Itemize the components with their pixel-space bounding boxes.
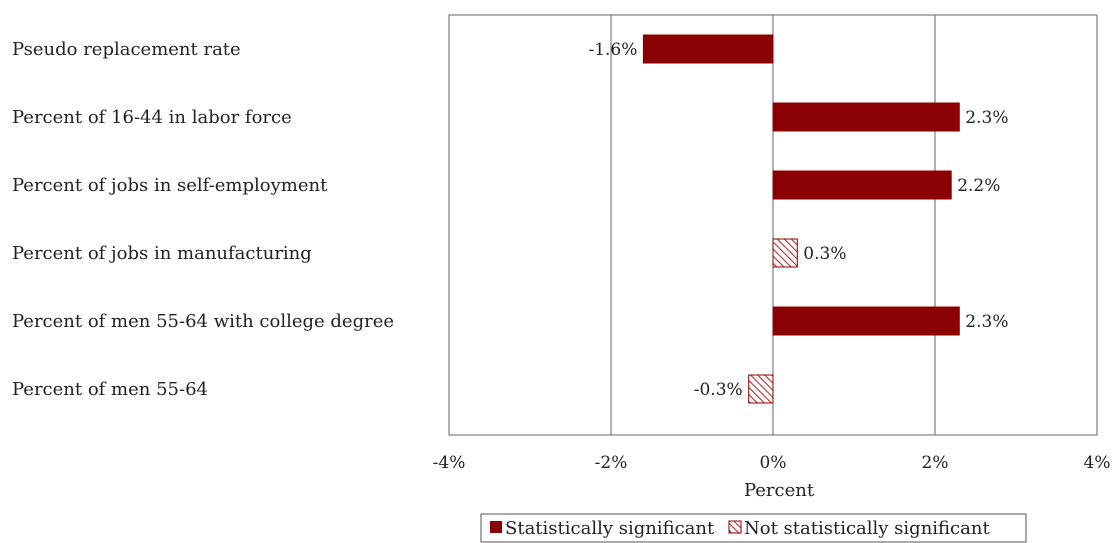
bar-not-significant <box>772 238 798 268</box>
category-label: Pseudo replacement rate <box>12 39 241 60</box>
category-label: Percent of men 55-64 with college degree <box>12 311 394 332</box>
x-tick-label: 4% <box>1084 453 1111 473</box>
bar-significant <box>772 170 952 200</box>
category-label: Percent of jobs in self-employment <box>12 175 328 196</box>
x-tick-label: 0% <box>760 453 787 473</box>
bar-significant <box>642 34 774 64</box>
data-label: 0.3% <box>803 244 846 264</box>
legend: Statistically significant Not statistica… <box>480 513 1027 543</box>
x-tick-labels: -4% -2% 0% 2% 4% <box>433 453 1111 473</box>
gridlines <box>610 15 936 435</box>
x-tick-label: -2% <box>595 453 628 473</box>
data-label: 2.3% <box>965 312 1008 332</box>
legend-label-not-significant: Not statistically significant <box>744 518 990 539</box>
data-labels: -1.6% 2.3% 2.2% 0.3% 2.3% -0.3% <box>588 40 1008 400</box>
legend-swatch-significant <box>490 521 502 533</box>
data-label: 2.3% <box>965 108 1008 128</box>
bar-significant <box>772 306 960 336</box>
category-labels: Pseudo replacement rate Percent of 16-44 … <box>12 39 394 400</box>
data-label: -1.6% <box>588 40 637 60</box>
category-label: Percent of 16-44 in labor force <box>12 107 292 128</box>
category-label: Percent of jobs in manufacturing <box>12 243 312 264</box>
category-label: Percent of men 55-64 <box>12 379 208 400</box>
bar-not-significant <box>748 374 774 404</box>
x-tick-label: 2% <box>922 453 949 473</box>
x-tick-label: -4% <box>433 453 466 473</box>
plot-area <box>448 14 1098 436</box>
legend-swatch-not-significant <box>728 520 742 534</box>
legend-label-significant: Statistically significant <box>505 518 715 539</box>
data-label: 2.2% <box>957 176 1000 196</box>
data-label: -0.3% <box>694 380 743 400</box>
bars <box>642 34 960 404</box>
bar-significant <box>772 102 960 132</box>
x-axis-title: Percent <box>744 480 815 501</box>
legend-box <box>480 513 1027 543</box>
